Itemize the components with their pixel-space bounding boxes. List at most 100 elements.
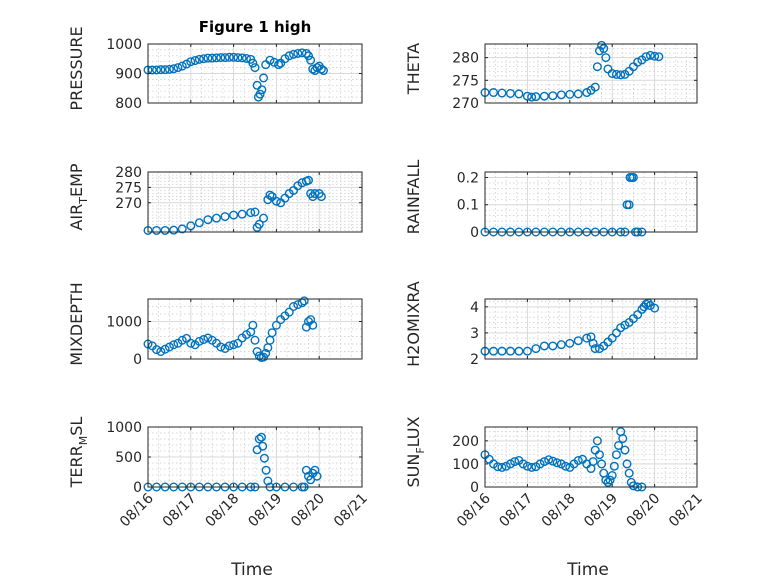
data-point: [618, 434, 628, 444]
x-tick-label: 08/20: [624, 491, 664, 531]
y-axis-label: PRESSURE: [67, 26, 86, 110]
data-point: [624, 468, 634, 478]
data-point: [609, 461, 619, 471]
y-axis-label: SUNFLUX: [404, 416, 427, 487]
data-point: [152, 65, 162, 75]
y-axis-label: TERRMSL: [67, 417, 90, 489]
x-tick-label: 08/17: [496, 491, 536, 531]
data-point: [488, 346, 498, 356]
data-point: [531, 344, 541, 354]
data-point: [259, 73, 269, 83]
x-tick-label: 08/19: [245, 491, 285, 531]
data-point: [505, 88, 515, 98]
axes-frame: [484, 43, 698, 104]
data-point: [261, 465, 271, 475]
data-point: [199, 335, 209, 345]
data-point: [284, 307, 294, 317]
data-point: [177, 335, 187, 345]
data-point: [497, 88, 507, 98]
data-point: [590, 82, 600, 92]
data-point: [601, 475, 611, 485]
data-point: [493, 462, 503, 472]
data-point: [306, 55, 316, 65]
data-point: [628, 481, 638, 491]
data-point: [650, 51, 660, 61]
data-point: [590, 344, 600, 354]
data-point: [597, 459, 607, 469]
data-point: [248, 58, 258, 68]
data-point: [573, 89, 583, 99]
y-axis-label-main: AIR: [67, 204, 86, 231]
data-point: [488, 88, 498, 98]
data-point: [257, 85, 267, 95]
data-point: [160, 344, 170, 354]
data-point: [199, 54, 209, 64]
y-tick-label: 275: [452, 73, 479, 89]
x-axis-label: Time: [566, 560, 609, 580]
data-point: [527, 462, 537, 472]
data-point: [633, 57, 643, 67]
data-point: [169, 225, 179, 235]
data-point: [252, 347, 262, 357]
data-point: [152, 345, 162, 355]
data-point: [233, 53, 243, 63]
data-point: [552, 458, 562, 468]
axes-background: [485, 172, 697, 232]
y-axis-label: AIRTEMP: [67, 163, 90, 230]
data-point: [220, 212, 230, 222]
data-point: [594, 450, 604, 460]
data-point: [152, 225, 162, 235]
data-point: [254, 434, 264, 444]
data-point: [254, 219, 264, 229]
x-tick-label: 08/18: [203, 491, 243, 531]
data-point: [650, 303, 660, 313]
axes-frame: [484, 171, 698, 233]
data-point: [607, 68, 617, 78]
data-point: [304, 51, 314, 61]
subplot-2: 270 275 280 THETA: [404, 40, 698, 112]
data-point: [531, 92, 541, 102]
y-tick-label: 0: [470, 225, 479, 241]
data-point: [573, 455, 583, 465]
data-point: [306, 315, 316, 325]
data-point: [556, 340, 566, 350]
data-point: [522, 461, 532, 471]
data-point: [177, 224, 187, 234]
data-point: [211, 213, 221, 223]
data-point: [164, 64, 174, 74]
data-point: [592, 62, 602, 72]
data-point: [620, 445, 630, 455]
y-axis-label: THETA: [404, 43, 423, 95]
data-point: [299, 296, 309, 306]
y-axis-label-main: THETA: [404, 43, 423, 95]
data-point: [265, 190, 275, 200]
y-axis-label-main: SUN: [404, 454, 423, 488]
data-point: [582, 333, 592, 343]
data-point: [263, 476, 273, 486]
data-point: [224, 341, 234, 351]
axes-frame: [484, 426, 698, 488]
y-axis-label-tail: LUX: [404, 416, 423, 447]
data-point: [539, 457, 549, 467]
data-point: [289, 49, 299, 59]
y-axis-label: H2OMIXRA: [404, 281, 423, 367]
data-point: [160, 65, 170, 75]
data-point: [169, 64, 179, 74]
data-point: [308, 320, 318, 330]
subplot-8: 0 100 200 SUNFLUX 08/16 08/17 08/18 08/19 08/20 0…: [404, 416, 706, 580]
chart-title: Figure 1 high: [199, 18, 312, 36]
y-tick-label: 100: [452, 457, 479, 473]
data-point: [250, 63, 260, 73]
data-point: [216, 53, 226, 63]
data-point: [261, 348, 271, 358]
data-point: [505, 346, 515, 356]
data-point: [565, 89, 575, 99]
data-point: [293, 48, 303, 58]
data-point: [156, 65, 166, 75]
data-point: [194, 54, 204, 64]
y-axis-label-subscript: T: [77, 197, 90, 205]
x-axis-label: Time: [230, 560, 273, 580]
y-tick-label: 4: [470, 300, 479, 316]
y-axis-label-main: H2OMIXRA: [404, 281, 423, 367]
subplot-7: 0 500 1000 TERRMSL 08/16 08/17 08/18 08/19 08/20…: [67, 417, 371, 580]
